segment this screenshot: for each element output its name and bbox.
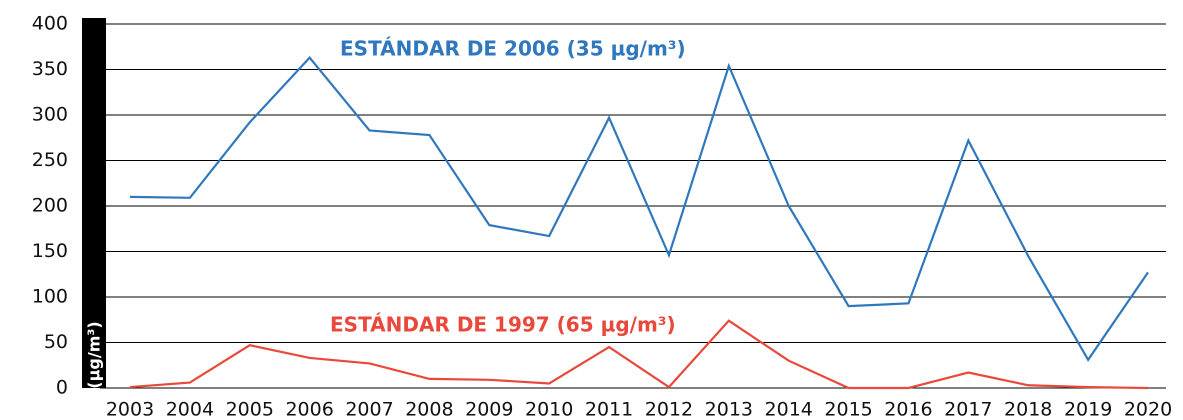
x-tick-label: 2009 bbox=[465, 399, 513, 420]
x-tick-label: 2013 bbox=[705, 399, 753, 420]
series-label: ESTÁNDAR DE 1997 (65 µg/m³) bbox=[330, 313, 676, 337]
y-axis-band bbox=[82, 18, 106, 388]
x-tick-label: 2003 bbox=[106, 399, 154, 420]
x-tick-label: 2007 bbox=[345, 399, 393, 420]
y-tick-label: 350 bbox=[32, 58, 68, 80]
y-tick-label: 0 bbox=[56, 377, 68, 399]
x-tick-label: 2010 bbox=[525, 399, 573, 420]
y-axis-label: (µg/m³) bbox=[85, 321, 104, 388]
x-tick-label: 2018 bbox=[1004, 399, 1052, 420]
y-tick-label: 400 bbox=[32, 13, 68, 35]
line bbox=[129, 319, 1149, 390]
x-tick-label: 2017 bbox=[944, 399, 992, 420]
y-tick-label: 300 bbox=[32, 104, 68, 126]
y-tick-label: 250 bbox=[32, 149, 68, 171]
x-tick-label: 2019 bbox=[1064, 399, 1112, 420]
x-tick-label: 2004 bbox=[166, 399, 214, 420]
x-tick-label: 2005 bbox=[226, 399, 274, 420]
x-tick-label: 2015 bbox=[824, 399, 872, 420]
y-tick-label: 150 bbox=[32, 240, 68, 262]
x-tick-label: 2008 bbox=[405, 399, 453, 420]
series-label: ESTÁNDAR DE 2006 (35 µg/m³) bbox=[340, 37, 686, 61]
y-tick-label: 200 bbox=[32, 195, 68, 217]
x-tick-label: 2006 bbox=[285, 399, 333, 420]
x-tick-label: 2012 bbox=[645, 399, 693, 420]
x-tick-label: 2014 bbox=[765, 399, 813, 420]
y-tick-label: 100 bbox=[32, 286, 68, 308]
y-tick-label: 50 bbox=[44, 331, 68, 353]
line bbox=[129, 55, 1149, 362]
x-tick-label: 2020 bbox=[1124, 399, 1172, 420]
x-tick-label: 2011 bbox=[585, 399, 633, 420]
x-tick-label: 2016 bbox=[884, 399, 932, 420]
